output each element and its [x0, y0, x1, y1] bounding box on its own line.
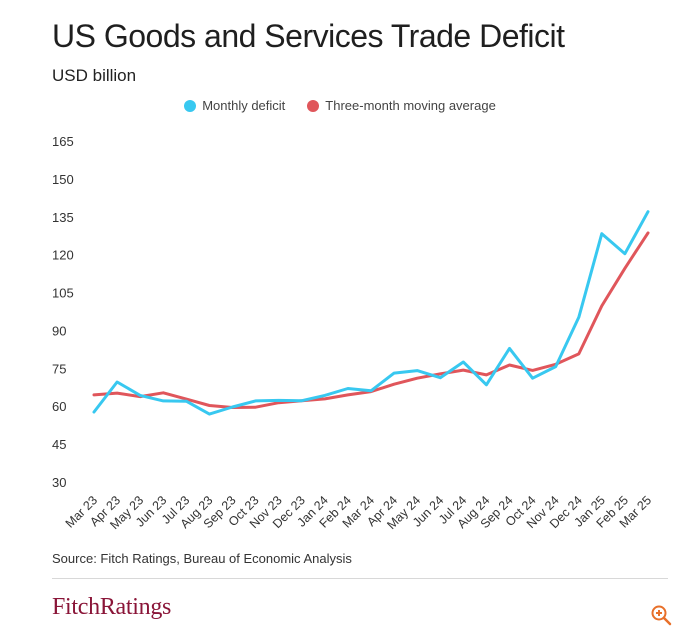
y-tick-label: 150 [52, 172, 74, 187]
series-line-monthly-deficit[interactable] [92, 210, 650, 416]
series-line-moving-average[interactable] [92, 231, 650, 409]
y-tick-label: 90 [52, 323, 66, 338]
legend-swatch-monthly [184, 99, 197, 112]
fitch-ratings-logo: FitchRatings [52, 594, 172, 620]
y-tick-label: 30 [52, 475, 66, 490]
y-tick-label: 75 [52, 361, 66, 376]
y-tick-label: 60 [52, 399, 66, 414]
y-tick-label: 45 [52, 437, 66, 452]
chart-title: US Goods and Services Trade Deficit [52, 18, 565, 54]
legend-item-monthly[interactable]: Monthly deficit [184, 98, 285, 113]
legend: Monthly deficit Three-month moving avera… [0, 98, 680, 113]
y-tick-label: 165 [52, 134, 74, 149]
legend-swatch-average [307, 99, 320, 112]
zoom-icon[interactable] [650, 604, 672, 626]
legend-item-average[interactable]: Three-month moving average [307, 98, 496, 113]
source-note: Source: Fitch Ratings, Bureau of Economi… [52, 551, 352, 566]
legend-label-monthly: Monthly deficit [202, 98, 286, 113]
legend-label-average: Three-month moving average [325, 98, 496, 113]
y-tick-label: 135 [52, 210, 74, 225]
footer-divider [52, 578, 668, 579]
y-tick-label: 120 [52, 248, 74, 263]
chart-subtitle: USD billion [52, 66, 137, 85]
y-tick-label: 105 [52, 286, 74, 301]
